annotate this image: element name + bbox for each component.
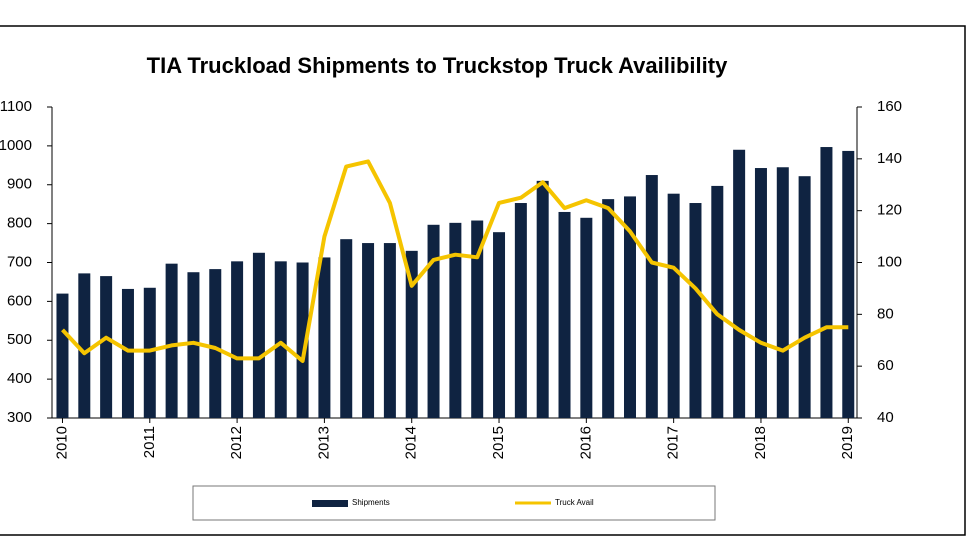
bar	[667, 193, 680, 418]
x-tick-label: 2011	[141, 426, 158, 458]
bar	[471, 220, 484, 418]
bar	[318, 257, 331, 418]
x-tick-label: 2017	[665, 426, 682, 459]
bar	[56, 293, 69, 418]
y-tick-label: 400	[7, 370, 32, 387]
legend-box	[192, 485, 716, 521]
line	[61, 159, 849, 363]
legend-label: Truck Avail	[555, 498, 594, 507]
x-tick-label: 2015	[490, 426, 507, 459]
bar	[405, 250, 418, 418]
bar	[231, 261, 244, 418]
x-tick-label: 2012	[228, 426, 245, 459]
bar	[449, 222, 462, 418]
y2-tick-label: 120	[877, 202, 902, 219]
x-tick-label: 2018	[752, 426, 769, 459]
bar	[558, 211, 571, 418]
bar	[842, 150, 855, 418]
bar	[274, 261, 287, 418]
bar	[536, 180, 549, 418]
bar	[645, 175, 658, 418]
y-tick-label: 500	[7, 331, 32, 348]
bar	[427, 224, 440, 418]
bar	[143, 287, 156, 418]
bar	[187, 272, 200, 418]
y-tick-label: 700	[7, 253, 32, 270]
x-tick-label: 2019	[839, 426, 856, 459]
legend-label: Shipments	[352, 498, 390, 507]
bar	[514, 203, 527, 418]
bar	[209, 269, 222, 418]
y-tick-label: 600	[7, 292, 32, 309]
bar	[754, 168, 767, 418]
y-tick-label: 1000	[0, 137, 32, 154]
legend-swatch	[312, 500, 348, 507]
bar	[252, 252, 265, 418]
bar	[623, 196, 636, 418]
bar	[296, 262, 309, 418]
bar	[733, 149, 746, 418]
bar	[776, 167, 789, 418]
bar	[493, 232, 506, 418]
y2-tick-label: 160	[877, 98, 902, 115]
y-tick-label: 1100	[0, 98, 32, 115]
bar	[121, 288, 134, 418]
bar	[820, 147, 833, 418]
y2-tick-label: 140	[877, 150, 902, 167]
bar	[78, 273, 91, 418]
bar	[689, 203, 702, 418]
y2-tick-label: 60	[877, 357, 894, 374]
x-tick-label: 2013	[315, 426, 332, 459]
bar	[798, 176, 811, 418]
bar	[165, 263, 178, 418]
x-tick-label: 2016	[577, 426, 594, 459]
bar	[602, 199, 615, 418]
y-tick-label: 800	[7, 215, 32, 232]
bar	[340, 239, 353, 418]
bar	[580, 217, 593, 418]
bar	[100, 276, 113, 418]
y2-tick-label: 100	[877, 253, 902, 270]
bar	[362, 243, 375, 418]
y-tick-label: 300	[7, 409, 32, 426]
y2-tick-label: 40	[877, 409, 894, 426]
x-tick-label: 2014	[403, 426, 420, 459]
chart-title: TIA Truckload Shipments to Truckstop Tru…	[147, 53, 728, 78]
chart-frame	[0, 25, 966, 536]
bar	[711, 185, 724, 418]
bar	[383, 243, 396, 418]
y-tick-label: 900	[7, 176, 32, 193]
y2-tick-label: 80	[877, 305, 894, 322]
x-tick-label: 2010	[53, 426, 70, 459]
